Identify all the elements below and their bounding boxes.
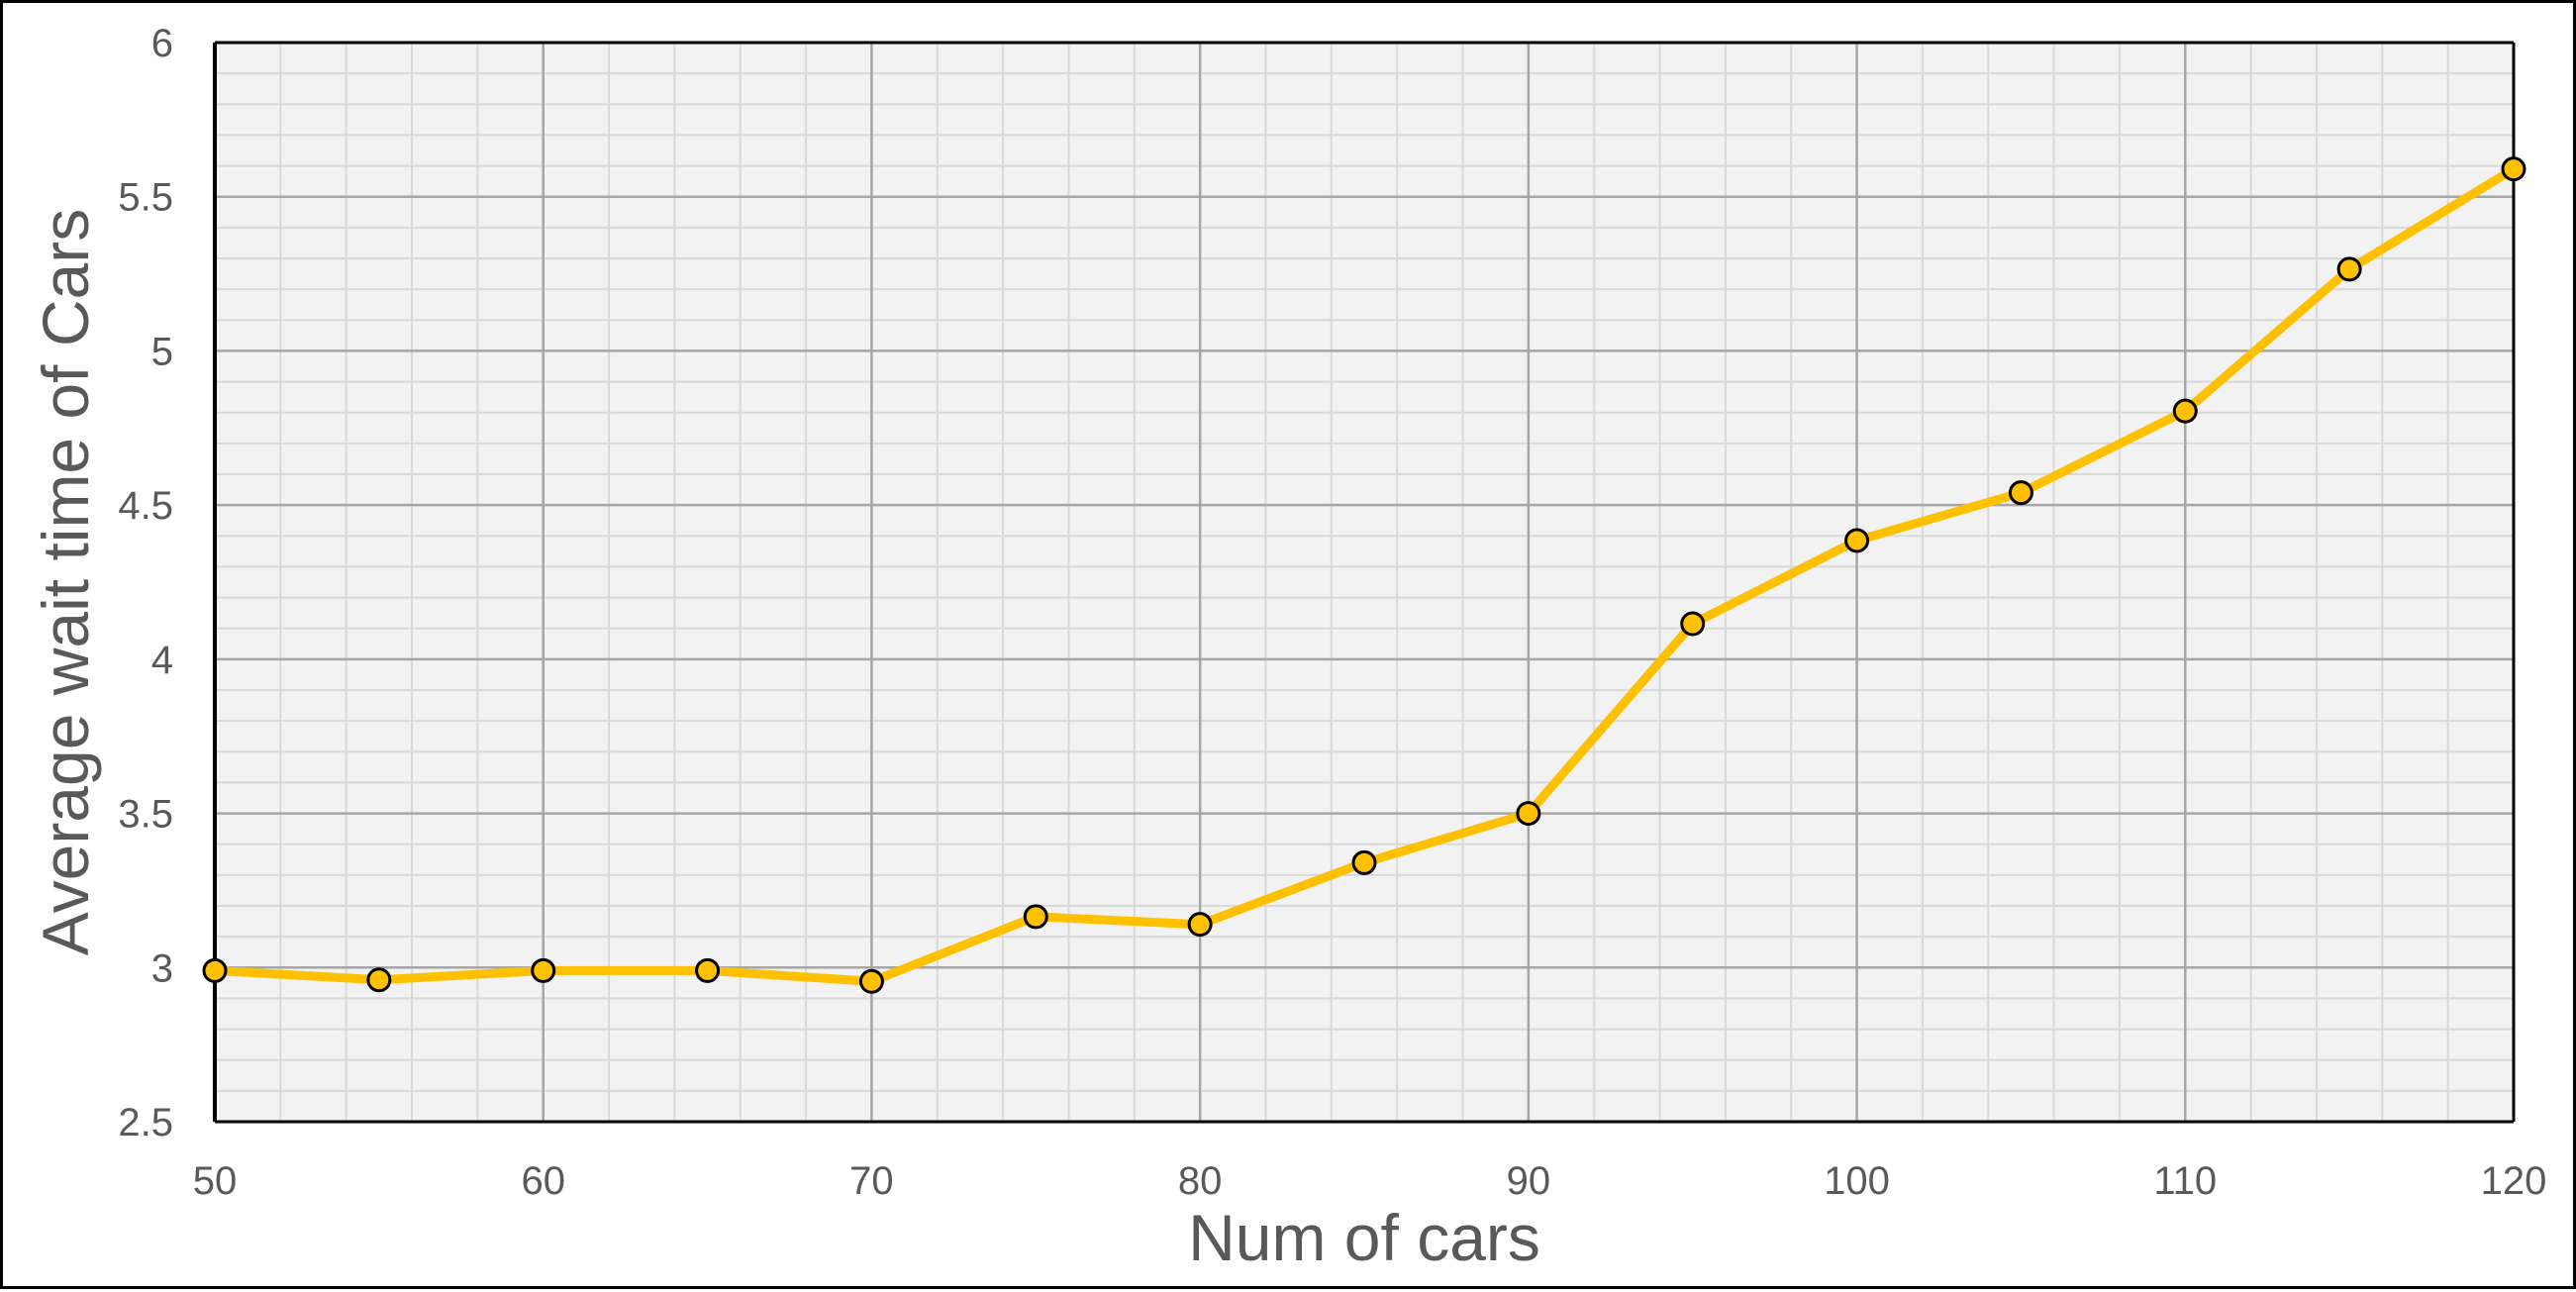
line-chart: 50 60 70 80 90 100 110 120 2.5 3 3.5 4 4.5 5 5.5 6 Num… (29, 22, 2547, 1274)
data-point (366, 967, 392, 993)
data-point (1023, 904, 1048, 930)
y-tick-label: 4.5 (118, 484, 173, 528)
data-point (858, 968, 884, 994)
data-point (202, 957, 228, 983)
x-tick-label: 100 (1824, 1159, 1890, 1203)
y-tick-label: 3 (151, 946, 173, 990)
data-point (2336, 256, 2362, 282)
minor-gridlines (215, 43, 2514, 1122)
data-point (1351, 849, 1377, 875)
plot-area (215, 43, 2514, 1122)
x-tick-label: 60 (521, 1159, 565, 1203)
x-axis-title: Num of cars (1188, 1201, 1540, 1274)
data-point (1844, 528, 1870, 553)
data-point (2172, 398, 2198, 424)
data-point (1680, 611, 1706, 637)
y-tick-label: 5 (151, 330, 173, 373)
x-tick-label: 50 (193, 1159, 238, 1203)
x-tick-labels: 50 60 70 80 90 100 110 120 (193, 1159, 2547, 1203)
data-point (1187, 912, 1213, 938)
y-tick-label: 3.5 (118, 793, 173, 837)
x-tick-label: 120 (2481, 1159, 2547, 1203)
series-layer (202, 156, 2526, 994)
y-tick-labels: 2.5 3 3.5 4 4.5 5 5.5 6 (118, 22, 173, 1144)
y-tick-label: 6 (151, 22, 173, 65)
data-point (695, 957, 721, 983)
data-point (2008, 480, 2033, 506)
y-tick-label: 5.5 (118, 176, 173, 220)
y-tick-label: 2.5 (118, 1101, 173, 1144)
axes (213, 41, 2516, 1124)
x-tick-label: 70 (849, 1159, 894, 1203)
data-point (2501, 156, 2526, 182)
major-gridlines (215, 43, 2514, 1122)
x-tick-label: 90 (1507, 1159, 1551, 1203)
data-point (1516, 801, 1541, 827)
y-axis-title: Average wait time of Cars (29, 209, 102, 955)
x-tick-label: 80 (1178, 1159, 1223, 1203)
data-point (531, 957, 556, 983)
x-tick-label: 110 (2153, 1159, 2217, 1203)
y-tick-label: 4 (151, 639, 173, 682)
